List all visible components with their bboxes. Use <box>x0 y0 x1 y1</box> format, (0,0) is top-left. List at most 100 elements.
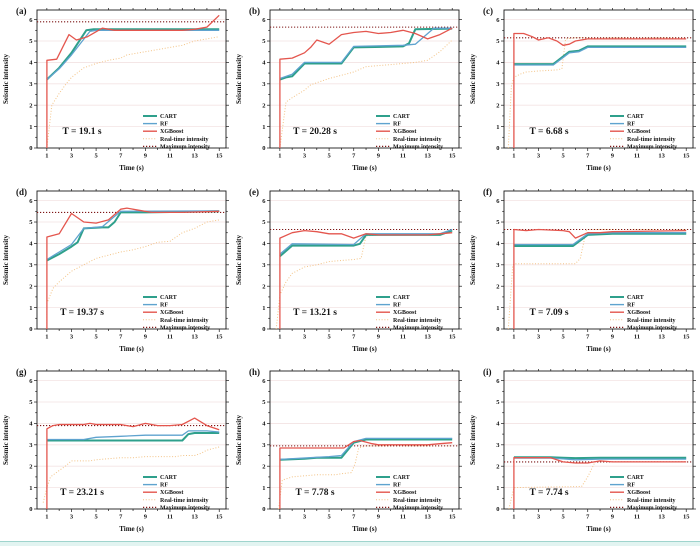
y-tick-label: 2 <box>496 283 499 290</box>
x-tick-label: 11 <box>634 514 640 521</box>
x-tick-label: 3 <box>70 153 74 160</box>
chart-panel-c: 1 3 5 7 9 11 13 15 0 1 2 3 4 5 6 (c) Seismic intensity Ti… <box>467 0 700 180</box>
x-tick-label: 9 <box>377 333 381 340</box>
legend-rf-label: RF <box>160 122 168 128</box>
y-axis-title: Seismic intensity <box>469 415 477 465</box>
chart-panel-d: 1 3 5 7 9 11 13 15 0 1 2 3 4 5 6 (d) Seismic intensity Ti… <box>0 181 233 361</box>
x-tick-label: 1 <box>279 514 282 521</box>
time-annotation: T = 7.09 s <box>529 308 568 318</box>
xgboost-line <box>279 229 453 329</box>
x-tick-label: 15 <box>216 333 223 340</box>
y-tick-label: 2 <box>29 464 32 471</box>
realtime-intensity-line <box>508 461 686 510</box>
panel-letter: (f) <box>483 187 492 197</box>
x-tick-label: 7 <box>352 514 356 521</box>
y-axis-title: Seismic intensity <box>469 54 477 104</box>
y-axis-title: Seismic intensity <box>2 54 10 104</box>
legend-maximum-label: Maximum intensity <box>393 506 443 512</box>
y-tick-label: 3 <box>263 81 267 88</box>
legend-xgboost-label: XGBoost <box>160 491 183 497</box>
xgboost-line <box>512 228 686 329</box>
x-tick-label: 7 <box>586 153 590 160</box>
x-tick-label: 5 <box>561 514 565 521</box>
legend-cart-label: CART <box>160 475 177 481</box>
y-tick-label: 0 <box>496 145 499 152</box>
time-annotation: T = 7.78 s <box>296 488 335 498</box>
legend-xgboost-label: XGBoost <box>393 129 416 135</box>
y-tick-label: 3 <box>29 442 33 449</box>
y-axis-title: Seismic intensity <box>2 234 10 284</box>
xgboost-line <box>279 440 453 510</box>
x-tick-label: 5 <box>328 514 332 521</box>
legend-cart-label: CART <box>627 295 644 301</box>
x-tick-label: 1 <box>279 333 282 340</box>
x-tick-label: 3 <box>70 514 74 521</box>
y-tick-label: 0 <box>263 507 266 514</box>
x-tick-label: 9 <box>377 153 381 160</box>
time-annotation: T = 23.21 s <box>60 488 104 498</box>
y-tick-label: 5 <box>29 38 33 45</box>
y-tick-label: 6 <box>263 17 267 24</box>
y-tick-label: 1 <box>496 485 499 492</box>
x-tick-label: 5 <box>94 514 98 521</box>
x-axis-title: Time (s) <box>586 345 611 353</box>
legend-xgboost-label: XGBoost <box>627 129 650 135</box>
y-tick-label: 0 <box>263 145 266 152</box>
panel-letter: (a) <box>16 6 27 16</box>
y-tick-label: 2 <box>263 283 266 290</box>
x-axis-title: Time (s) <box>353 525 378 533</box>
legend-cart-label: CART <box>627 475 644 481</box>
x-tick-label: 1 <box>512 333 515 340</box>
x-tick-label: 3 <box>70 333 74 340</box>
x-tick-label: 3 <box>303 514 307 521</box>
panel-letter: (e) <box>249 187 259 197</box>
y-tick-label: 6 <box>29 197 33 204</box>
y-tick-label: 5 <box>496 219 500 226</box>
xgboost-line <box>46 417 220 510</box>
x-tick-label: 13 <box>425 333 432 340</box>
y-tick-label: 3 <box>263 262 267 269</box>
x-tick-label: 5 <box>328 153 332 160</box>
chart-panel-a: 1 3 5 7 9 11 13 15 0 1 2 3 4 5 6 (a) Seismic intensity Ti… <box>0 0 233 180</box>
y-axis-title: Seismic intensity <box>235 234 243 284</box>
legend-rf-label: RF <box>627 122 635 128</box>
x-tick-label: 9 <box>144 333 148 340</box>
x-tick-label: 7 <box>119 514 123 521</box>
chart-panel-e: 1 3 5 7 9 11 13 15 0 1 2 3 4 5 6 (e) Seismic intensity Ti… <box>233 181 466 361</box>
xgboost-line <box>512 32 686 148</box>
legend-realtime-label: Real-time intensity <box>627 317 676 323</box>
legend-xgboost-label: XGBoost <box>160 129 183 135</box>
legend-maximum-label: Maximum intensity <box>160 325 210 331</box>
x-tick-label: 13 <box>191 333 198 340</box>
y-tick-label: 0 <box>263 326 266 333</box>
x-tick-label: 11 <box>167 153 173 160</box>
y-tick-label: 0 <box>496 326 499 333</box>
legend-cart-label: CART <box>393 295 410 301</box>
x-tick-label: 15 <box>449 514 456 521</box>
xgboost-line <box>279 27 453 148</box>
y-tick-label: 4 <box>263 60 267 67</box>
x-axis-title: Time (s) <box>353 345 378 353</box>
time-annotation: T = 20.28 s <box>293 127 337 137</box>
x-tick-label: 3 <box>537 514 541 521</box>
legend-xgboost-label: XGBoost <box>627 491 650 497</box>
x-tick-label: 7 <box>352 153 356 160</box>
y-tick-label: 5 <box>29 400 33 407</box>
y-tick-label: 1 <box>29 304 32 311</box>
x-tick-label: 1 <box>45 153 48 160</box>
x-tick-label: 1 <box>512 153 515 160</box>
x-tick-label: 1 <box>279 153 282 160</box>
y-tick-label: 1 <box>29 124 32 131</box>
time-annotation: T = 7.74 s <box>529 488 568 498</box>
plot-box <box>36 190 227 330</box>
y-tick-label: 4 <box>496 240 500 247</box>
cart-line <box>279 229 453 257</box>
plot-box <box>503 190 694 330</box>
panel-letter: (c) <box>483 6 493 16</box>
panel-letter: (i) <box>483 367 492 377</box>
x-tick-label: 15 <box>683 514 690 521</box>
y-tick-label: 5 <box>29 219 33 226</box>
